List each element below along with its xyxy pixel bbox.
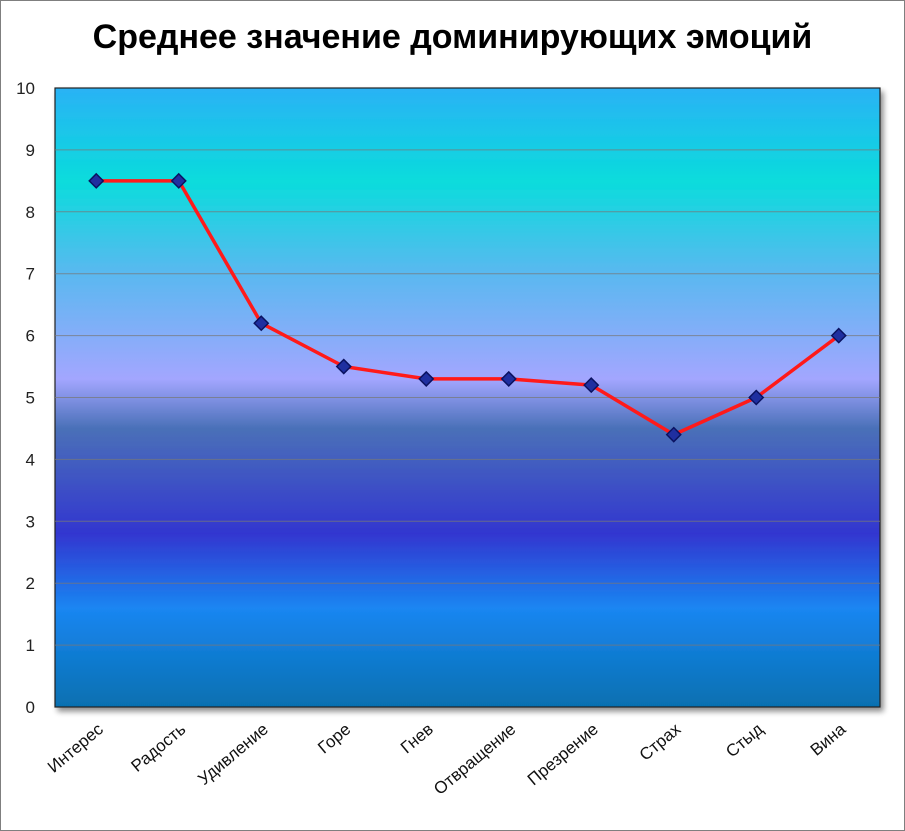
data-point-marker [830, 327, 847, 344]
y-tick-label: 7 [26, 265, 35, 284]
y-tick-label: 5 [26, 389, 35, 408]
x-tick-label: Гнев [397, 720, 437, 758]
chart-title: Среднее значение доминирующих эмоций [92, 18, 813, 56]
data-point-marker [748, 389, 765, 406]
data-point-marker [500, 370, 517, 387]
y-tick-label: 9 [26, 141, 35, 160]
y-axis-ticks: 0 1 2 3 4 5 6 7 8 9 10 [16, 79, 35, 717]
x-tick-label: Вина [807, 719, 850, 759]
y-tick-label: 10 [16, 79, 35, 98]
data-point-marker [665, 426, 682, 443]
data-point-marker [583, 377, 600, 394]
y-tick-label: 4 [26, 450, 35, 469]
data-point-marker [253, 315, 270, 332]
x-tick-label: Горе [314, 720, 354, 758]
y-tick-label: 2 [26, 574, 35, 593]
data-point-marker [335, 358, 352, 375]
x-tick-label: Удивление [194, 720, 272, 789]
y-tick-label: 6 [26, 327, 35, 346]
x-tick-label: Презрение [524, 720, 602, 790]
x-tick-label: Интерес [44, 719, 107, 776]
y-tick-label: 3 [26, 512, 35, 531]
x-tick-label: Отвращение [430, 720, 519, 799]
x-tick-label: Страх [636, 719, 685, 764]
data-point-marker [418, 370, 435, 387]
series-line-path [94, 179, 841, 437]
x-tick-label: Стыд [722, 719, 767, 761]
x-axis-ticks: Интерес Радость Удивление Горе ГневОтвращени… [44, 719, 850, 799]
series-markers [88, 172, 847, 443]
gridlines [55, 149, 880, 646]
data-point-marker [170, 172, 187, 189]
y-tick-label: 0 [26, 698, 35, 717]
series-line [94, 179, 841, 437]
y-tick-label: 1 [26, 636, 35, 655]
x-tick-label: Радость [128, 719, 190, 775]
y-tick-label: 8 [26, 203, 35, 222]
data-point-marker [88, 172, 105, 189]
